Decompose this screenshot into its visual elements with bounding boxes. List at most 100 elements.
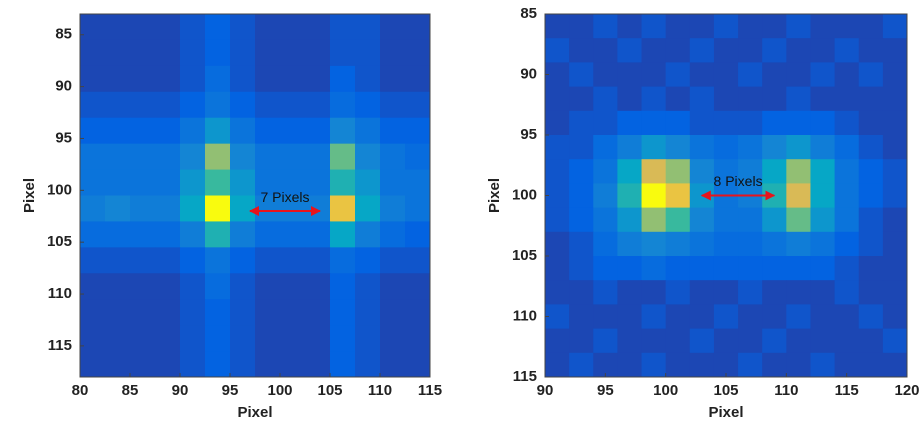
heat-cell <box>405 65 431 93</box>
heat-cell <box>155 299 181 326</box>
heat-cell <box>762 159 787 184</box>
heat-cell <box>786 62 811 88</box>
heat-cell <box>80 325 106 352</box>
x-tick-label: 110 <box>774 382 798 399</box>
heat-cell <box>882 183 908 209</box>
heat-cell <box>205 143 231 171</box>
heat-cell <box>355 169 381 196</box>
heat-cell <box>786 231 811 257</box>
heat-cell <box>641 110 667 136</box>
heat-cell <box>180 39 206 67</box>
heat-cell <box>255 14 281 41</box>
heat-cell <box>330 247 356 274</box>
heat-cell <box>205 14 231 41</box>
heat-cell <box>593 304 618 330</box>
heat-cell <box>305 65 331 93</box>
heat-cell <box>330 117 356 145</box>
heat-cell <box>280 221 306 248</box>
heat-cell <box>405 143 431 171</box>
heat-cell <box>155 39 181 67</box>
heat-cell <box>380 117 406 145</box>
heat-cell <box>858 38 884 63</box>
heat-cell <box>569 14 594 39</box>
heat-cell <box>762 352 787 378</box>
heat-cell <box>810 328 836 354</box>
heat-cell <box>858 135 884 160</box>
heat-cell <box>738 280 763 305</box>
heat-cell <box>205 299 231 326</box>
heat-cell <box>762 135 787 160</box>
y-tick-label: 105 <box>512 247 537 264</box>
heat-cell <box>810 135 836 160</box>
heat-cell <box>834 135 860 160</box>
heat-cell <box>355 65 381 93</box>
heat-cell <box>641 328 667 354</box>
heat-cell <box>593 328 618 354</box>
heat-cell <box>641 14 667 39</box>
heat-cell <box>130 221 156 248</box>
heat-cell <box>180 195 206 222</box>
heat-cell <box>305 299 331 326</box>
heat-cell <box>762 231 787 257</box>
heat-cell <box>305 143 331 171</box>
x-tick-label: 120 <box>894 382 919 399</box>
heat-cell <box>205 117 231 145</box>
heat-cell <box>280 351 306 378</box>
heat-cell <box>380 273 406 300</box>
heat-cell <box>205 221 231 248</box>
heat-cell <box>155 143 181 171</box>
x-tick-label: 80 <box>72 382 89 399</box>
heat-cell <box>713 207 739 233</box>
x-tick-label: 90 <box>172 382 189 399</box>
heat-cell <box>713 14 739 39</box>
heat-cell <box>180 143 206 171</box>
heat-cell <box>130 247 156 274</box>
heat-cell <box>569 231 594 257</box>
heat-cell <box>105 299 131 326</box>
heat-cell <box>713 86 739 112</box>
heat-cell <box>641 231 667 257</box>
x-tick-label: 115 <box>418 382 442 399</box>
heat-cell <box>786 280 811 305</box>
heat-cell <box>405 273 431 300</box>
heat-cell <box>405 351 431 378</box>
heat-cell <box>355 39 381 67</box>
heat-cell <box>738 256 763 281</box>
heat-cell <box>689 231 715 257</box>
heat-cell <box>738 231 763 257</box>
heat-cell <box>205 273 231 300</box>
heat-cell <box>230 91 256 119</box>
heat-cell <box>255 325 281 352</box>
heat-cell <box>641 304 667 330</box>
x-tick-label: 110 <box>368 382 392 399</box>
heat-cell <box>858 280 884 305</box>
heat-cell <box>858 256 884 281</box>
heat-cell <box>280 299 306 326</box>
heat-cell <box>762 14 787 39</box>
heat-cell <box>180 169 206 196</box>
heat-cell <box>205 195 231 222</box>
heat-cell <box>205 247 231 274</box>
heat-cell <box>355 247 381 274</box>
heat-cell <box>641 280 667 305</box>
heat-cell <box>834 62 860 88</box>
heat-cell <box>713 256 739 281</box>
heat-cell <box>380 195 406 222</box>
heat-cell <box>593 38 618 63</box>
heat-cell <box>882 38 908 63</box>
heat-cell <box>858 62 884 88</box>
heat-cell <box>810 38 836 63</box>
heat-cell <box>617 38 643 63</box>
heat-cell <box>569 135 594 160</box>
heat-cell <box>255 247 281 274</box>
heat-cell <box>569 304 594 330</box>
heat-cell <box>641 38 667 63</box>
heat-cell <box>569 207 594 233</box>
heat-cell <box>380 91 406 119</box>
heat-cell <box>330 325 356 352</box>
heat-cell <box>834 14 860 39</box>
heat-cell <box>255 299 281 326</box>
heat-cell <box>713 304 739 330</box>
x-axis-label: Pixel <box>708 404 743 421</box>
